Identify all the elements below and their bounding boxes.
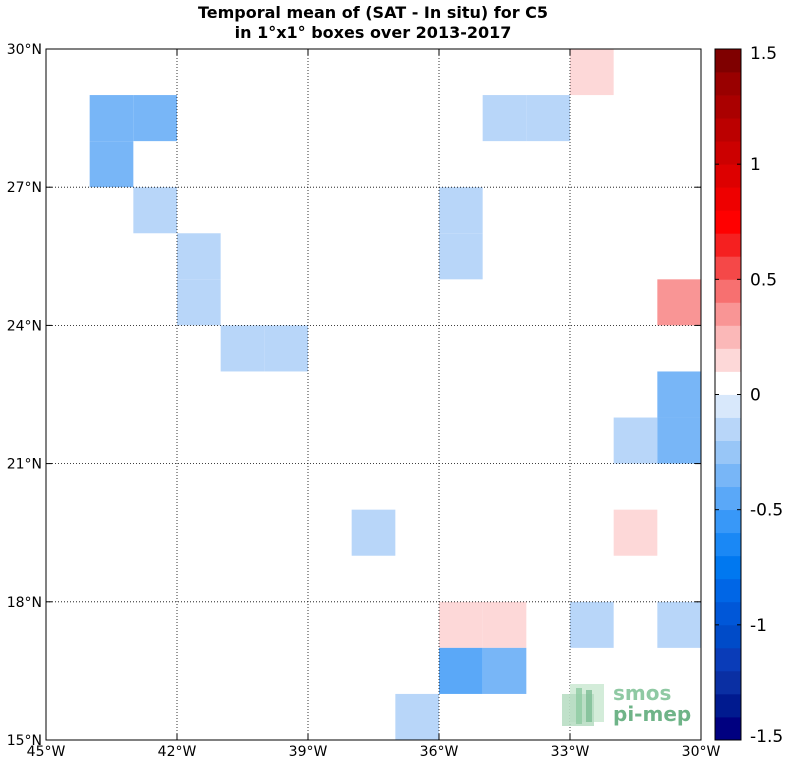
grid-cell [351, 509, 396, 556]
colorbar-tick-label: 0.5 [750, 270, 777, 290]
grid-cell [657, 417, 701, 464]
grid-cell [526, 95, 570, 142]
x-tick-label: 45°W [27, 744, 66, 760]
grid-cell [89, 141, 134, 188]
colorbar-swatch [715, 624, 741, 649]
logo-text-smos: smos [613, 681, 671, 705]
logo-graphic [562, 684, 604, 726]
x-tick-label: 42°W [158, 744, 197, 760]
plot-frame [45, 48, 702, 741]
colorbar-swatch [715, 601, 741, 626]
grid-cell [89, 95, 134, 142]
grid-cell [613, 509, 658, 556]
colorbar-swatch [715, 440, 741, 464]
grid-cell [439, 647, 483, 694]
colorbar-swatch [715, 578, 741, 603]
colorbar-swatch [715, 302, 741, 326]
chart-title-line-1: Temporal mean of (SAT - In situ) for C5 [198, 3, 548, 22]
x-tick-label: 36°W [420, 744, 459, 760]
y-axis: 15°N 18°N 21°N 24°N 27°N 30°N [7, 42, 701, 749]
grid-cell [439, 601, 483, 648]
colorbar-swatch [715, 187, 741, 211]
colorbar-swatch [715, 532, 741, 557]
x-tick-label: 30°W [682, 744, 721, 760]
y-tick-label: 24°N [7, 318, 42, 334]
colorbar-tick-label: -1.5 [750, 727, 783, 747]
colorbar-swatch [715, 279, 741, 303]
logo-text-pimep: pi-mep [613, 702, 691, 726]
colorbar-tick-label: 1.5 [750, 44, 777, 64]
colorbar-swatch [715, 348, 741, 372]
grid-cell [220, 325, 265, 372]
colorbar: 1.5 1 0.5 0 -0.5 -1 -1.5 [714, 44, 783, 747]
grid-cell [133, 187, 177, 234]
grid-cell [570, 49, 614, 96]
grid-cell [657, 371, 701, 418]
colorbar-swatches [715, 49, 741, 741]
grid-cell [482, 601, 527, 648]
x-tick-label: 39°W [289, 744, 328, 760]
colorbar-swatch [715, 716, 741, 741]
x-axis: 45°W 42°W 39°W 36°W 33°W 30°W [27, 49, 721, 760]
colorbar-swatch [715, 693, 741, 718]
colorbar-swatch [715, 394, 741, 418]
grid-cell [177, 233, 221, 280]
colorbar-tick-label: 0 [750, 386, 761, 406]
colorbar-swatch [715, 49, 741, 73]
colorbar-swatch [715, 95, 741, 119]
colorbar-swatch [715, 371, 741, 395]
chart-title-line-2: in 1°x1° boxes over 2013-2017 [235, 23, 512, 42]
colorbar-ticks: 1.5 1 0.5 0 -0.5 -1 -1.5 [715, 44, 783, 747]
smos-pimep-logo: smos pi-mep [562, 681, 691, 726]
grid-cell [439, 187, 483, 234]
y-tick-label: 15°N [7, 733, 42, 749]
grid-cell [264, 325, 308, 372]
colorbar-swatch [715, 141, 741, 165]
colorbar-swatch [715, 555, 741, 580]
grid-cell [439, 233, 483, 280]
y-tick-label: 30°N [7, 42, 42, 58]
map-area: smos pi-mep 45°W 42°W 39°W 36°W 33°W 30°W 15°… [7, 42, 721, 760]
grid-cell [613, 417, 658, 464]
grid-cell [482, 95, 527, 142]
grid-cell [570, 601, 614, 648]
colorbar-swatch [715, 486, 741, 511]
grid-cell [657, 279, 701, 326]
colorbar-tick-label: -1 [750, 616, 767, 636]
colorbar-swatch [715, 72, 741, 96]
grid-cell [177, 279, 221, 326]
grid-cell [657, 601, 701, 648]
y-tick-label: 27°N [7, 180, 42, 196]
colorbar-tick-label: -0.5 [750, 501, 783, 521]
colorbar-swatch [715, 233, 741, 257]
x-tick-label: 33°W [551, 744, 590, 760]
colorbar-swatch [715, 417, 741, 441]
colorbar-swatch [715, 210, 741, 234]
grid-cell [133, 95, 177, 142]
colorbar-swatch [715, 256, 741, 280]
y-tick-label: 21°N [7, 457, 42, 473]
colorbar-swatch [715, 509, 741, 534]
colorbar-swatch [715, 325, 741, 349]
colorbar-swatch [715, 647, 741, 672]
colorbar-swatch [715, 670, 741, 695]
grid-cell [482, 647, 527, 694]
colorbar-swatch [715, 164, 741, 188]
colorbar-tick-label: 1 [750, 155, 761, 175]
cells-layer [89, 49, 701, 740]
grid-cell [395, 693, 439, 740]
y-tick-label: 18°N [7, 595, 42, 611]
colorbar-swatch [715, 118, 741, 142]
colorbar-swatch [715, 463, 741, 488]
grid-layer [46, 49, 701, 740]
